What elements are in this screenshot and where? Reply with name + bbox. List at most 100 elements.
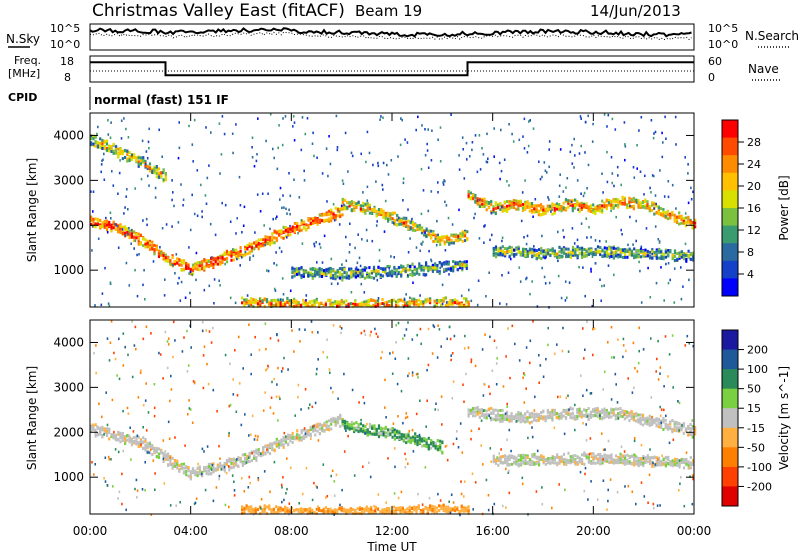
power-cell — [458, 154, 460, 157]
power-cell — [466, 230, 469, 234]
station-title: Christmas Valley East (fitACF) — [92, 1, 345, 21]
velocity-cell — [499, 416, 502, 420]
power-cell — [302, 269, 305, 272]
power-cell — [626, 250, 629, 253]
velocity-cell — [110, 433, 113, 437]
power-cell — [144, 164, 147, 168]
power-cell — [216, 256, 219, 260]
velocity-cell — [691, 427, 694, 431]
velocity-cell — [624, 456, 627, 460]
power-cell — [418, 265, 421, 268]
power-cell — [334, 215, 337, 219]
velocity-cell — [637, 413, 640, 417]
velocity-cell — [596, 414, 599, 418]
power-cell — [185, 264, 188, 268]
power-cell — [345, 235, 347, 239]
velocity-cell — [533, 452, 536, 456]
velocity-cell — [312, 429, 315, 433]
power-cell — [494, 206, 497, 210]
power-cell — [669, 278, 671, 282]
power-cell — [680, 218, 683, 222]
velocity-cell — [526, 456, 529, 459]
power-cell — [539, 177, 542, 181]
power-cell — [402, 221, 405, 225]
power-cell — [478, 134, 481, 137]
power-cell — [447, 267, 450, 271]
power-cell — [454, 235, 458, 238]
velocity-cell — [574, 454, 577, 458]
power-cell — [379, 118, 381, 121]
power-cell — [366, 202, 369, 205]
power-cell — [162, 257, 165, 261]
power-cell — [601, 210, 604, 214]
power-cell — [327, 174, 329, 178]
velocity-cell — [621, 460, 624, 464]
power-cell — [470, 299, 473, 303]
power-cell — [148, 184, 150, 187]
power-cell — [298, 272, 301, 276]
velocity-cell — [610, 411, 613, 415]
power-cell — [515, 207, 518, 211]
velocity-cell — [612, 408, 615, 412]
power-cell — [499, 246, 502, 250]
velocity-cell — [648, 414, 651, 418]
velocity-cell — [485, 409, 488, 413]
power-cell — [499, 207, 502, 211]
power-cell — [123, 212, 125, 215]
velocity-cell — [655, 423, 658, 427]
power-cell — [134, 239, 137, 242]
power-cell — [377, 161, 379, 165]
velocity-cell — [504, 459, 507, 463]
power-cell — [684, 220, 688, 224]
velocity-cell — [522, 461, 525, 465]
power-cell — [684, 253, 686, 257]
power-cell — [524, 202, 527, 206]
power-cell — [318, 267, 321, 271]
velocity-cell — [517, 411, 520, 414]
velocity-cell — [626, 461, 629, 465]
power-cell — [389, 217, 392, 221]
power-cell — [364, 211, 367, 215]
velocity-cell — [535, 456, 538, 460]
power-cell — [528, 248, 532, 252]
power-cell — [329, 270, 332, 274]
power-cell — [584, 294, 586, 298]
power-cell — [382, 214, 385, 218]
power-cell — [288, 172, 290, 175]
power-cell — [560, 206, 563, 210]
velocity-cell — [278, 446, 281, 449]
power-cell — [184, 296, 187, 299]
power-cell — [311, 276, 314, 280]
power-cell — [121, 150, 124, 153]
power-cell — [393, 265, 396, 269]
velocity-cell — [496, 417, 500, 421]
power-cell — [219, 256, 222, 260]
power-cell — [279, 301, 282, 305]
velocity-cell — [646, 422, 649, 426]
velocity-cell — [212, 466, 215, 470]
power-cell — [246, 252, 249, 256]
power-cell — [173, 204, 175, 208]
power-cell — [654, 194, 657, 197]
power-cell — [124, 234, 127, 237]
power-cell — [504, 247, 507, 250]
power-cell — [171, 254, 174, 258]
power-cell — [225, 249, 229, 253]
power-cell — [582, 266, 584, 269]
power-cell — [527, 144, 530, 148]
power-cell — [409, 237, 411, 240]
power-cell — [144, 243, 147, 247]
power-cell — [615, 247, 618, 251]
power-cell — [117, 152, 120, 156]
velocity-cell — [601, 454, 604, 458]
power-cell — [298, 196, 301, 199]
velocity-cell — [271, 448, 274, 452]
velocity-cell — [666, 423, 669, 427]
power-cell — [282, 117, 284, 120]
power-cell — [139, 162, 142, 166]
power-cell — [154, 196, 157, 199]
power-cell — [596, 205, 599, 209]
power-cell — [415, 270, 419, 274]
power-cell — [497, 253, 500, 257]
power-cell — [540, 246, 543, 250]
